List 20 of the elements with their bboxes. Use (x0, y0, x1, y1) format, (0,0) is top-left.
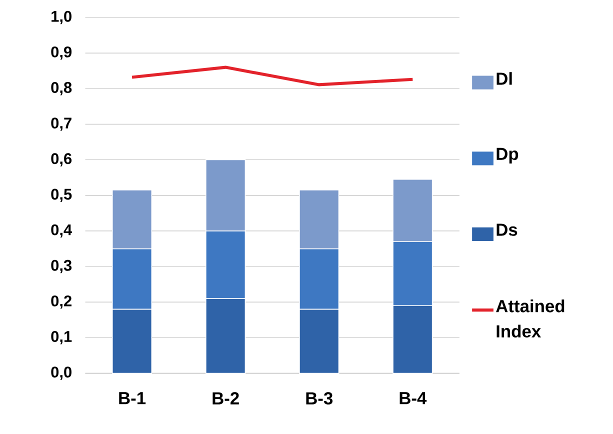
y-tick-label: 0,2 (51, 295, 72, 308)
legend-label: Dl (496, 72, 512, 85)
y-tick-label: 0,7 (51, 117, 72, 131)
x-tick-label: B-3 (306, 392, 333, 404)
y-tick-label: 0,3 (51, 260, 72, 273)
legend-label: Ds (496, 224, 518, 236)
y-tick-label: 1,0 (52, 10, 72, 24)
x-tick-label: B-1 (119, 392, 146, 404)
y-tick-label: 0,6 (51, 152, 72, 166)
y-tick-label: 0,9 (51, 46, 72, 60)
y-tick-label: 0,8 (51, 82, 72, 96)
y-tick-label: 0,1 (51, 330, 72, 344)
line-series (130, 66, 414, 86)
x-tick-label: B-2 (212, 392, 239, 404)
y-tick-label: 0,5 (51, 188, 72, 202)
y-tick-label: 0,4 (51, 224, 72, 238)
y-tick-label: 0,0 (51, 366, 72, 380)
legend-label: Attained Index (496, 299, 564, 338)
x-tick-label: B-4 (400, 392, 427, 404)
legend-label: Dp (496, 148, 518, 164)
